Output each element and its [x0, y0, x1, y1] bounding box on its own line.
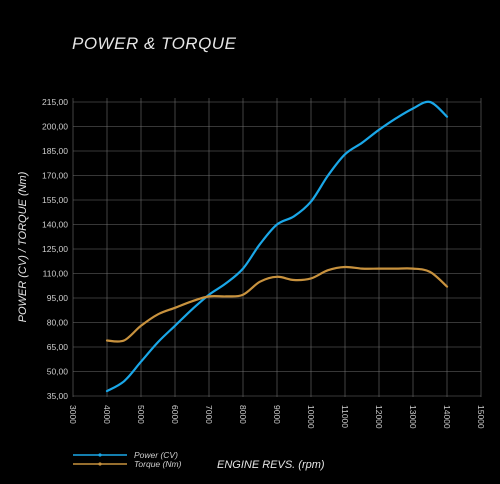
y-tick-label: 170,00	[42, 171, 68, 181]
y-axis-label: POWER (CV) / TORQUE (Nm)	[17, 171, 29, 322]
x-tick-label: 15000	[476, 405, 486, 429]
x-tick-label: 6000	[170, 405, 180, 424]
legend-label: Torque (Nm)	[134, 459, 182, 469]
y-tick-label: 95,00	[47, 293, 69, 303]
legend: Power (CV)Torque (Nm)	[73, 450, 182, 469]
legend-swatch-dot	[98, 462, 102, 466]
y-tick-label: 80,00	[47, 318, 69, 328]
x-tick-label: 11000	[340, 405, 350, 428]
x-tick-label: 4000	[102, 405, 112, 424]
y-tick-label: 140,00	[42, 220, 68, 230]
x-axis-ticks: 3000 4000 5000 6000 7000 8000 9000 10000 11000 12…	[68, 405, 486, 429]
torque-series-line	[105, 265, 449, 343]
y-tick-label: 50,00	[47, 367, 69, 377]
chart-title: POWER & TORQUE	[72, 34, 237, 53]
y-tick-label: 185,00	[42, 146, 68, 156]
x-tick-label: 10000	[306, 405, 316, 429]
x-tick-label: 13000	[408, 405, 418, 429]
y-tick-label: 110,00	[43, 269, 69, 279]
y-tick-label: 215,00	[42, 97, 68, 107]
x-axis-label: ENGINE REVS. (rpm)	[217, 459, 325, 471]
x-tick-label: 3000	[68, 405, 78, 424]
power-series-line	[105, 100, 449, 393]
legend-swatch-dot	[98, 453, 102, 457]
series-lines	[105, 100, 449, 393]
legend-label: Power (CV)	[134, 450, 178, 460]
y-axis-ticks: 35,00 50,00 65,00 80,00 95,00 110,00 125,00 140…	[42, 97, 68, 401]
x-tick-label: 7000	[204, 405, 214, 424]
y-tick-label: 155,00	[42, 195, 68, 205]
y-tick-label: 125,00	[42, 244, 68, 254]
grid	[72, 98, 482, 397]
x-tick-label: 9000	[272, 405, 282, 424]
x-tick-label: 8000	[238, 405, 248, 424]
x-tick-label: 12000	[374, 405, 384, 429]
y-tick-label: 35,00	[47, 391, 69, 401]
x-tick-label: 14000	[442, 405, 452, 429]
y-tick-label: 65,00	[47, 342, 69, 352]
x-tick-label: 5000	[136, 405, 146, 424]
y-tick-label: 200,00	[42, 122, 68, 132]
